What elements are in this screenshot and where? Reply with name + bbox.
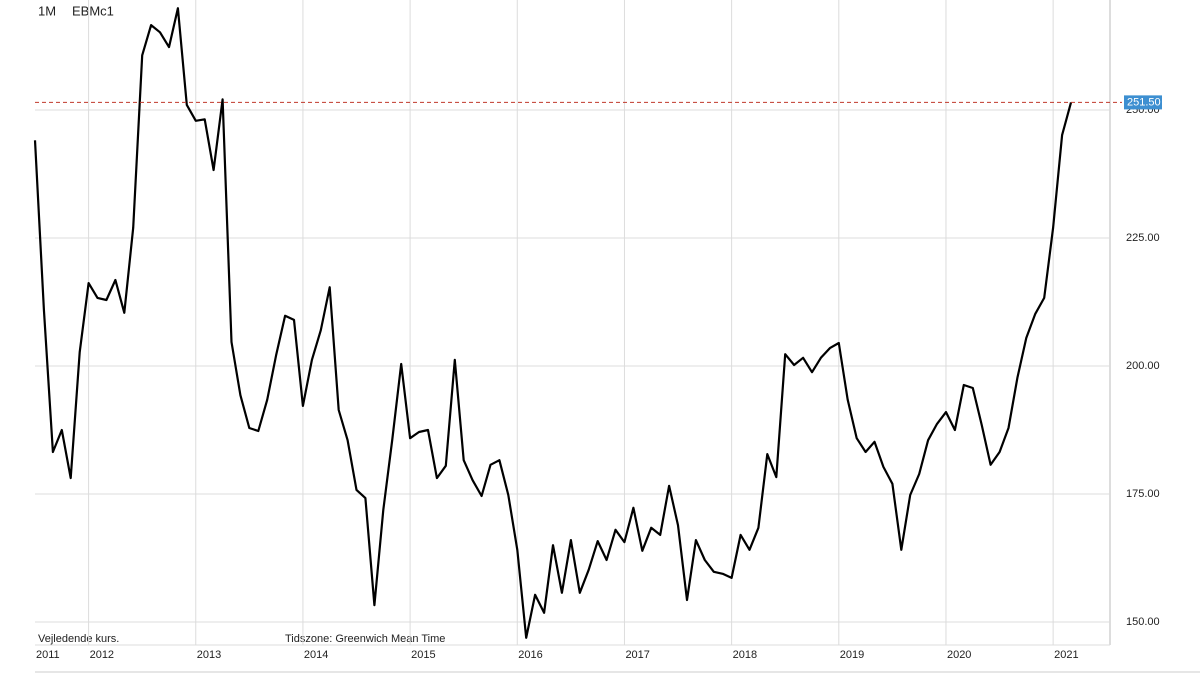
y-tick-label: 175.00 <box>1126 488 1160 500</box>
y-tick-label: 225.00 <box>1126 232 1160 244</box>
x-tick-label: 2012 <box>90 649 114 661</box>
symbol: EBMc1 <box>72 3 114 18</box>
interval: 1M <box>38 3 56 18</box>
x-tick-label: 2018 <box>733 649 757 661</box>
x-tick-label: 2017 <box>625 649 649 661</box>
x-tick-label: 2016 <box>518 649 542 661</box>
timezone-note: Tidszone: Greenwich Mean Time <box>285 633 445 645</box>
note: Vejledende kurs. <box>38 633 119 645</box>
x-tick-label: 2014 <box>304 649 328 661</box>
last-price-label: 251.50 <box>1127 96 1161 108</box>
last-price-box <box>1124 95 1162 110</box>
grid <box>35 0 1110 645</box>
y-tick-label: 150.00 <box>1126 616 1160 628</box>
x-tick-label: 2020 <box>947 649 971 661</box>
x-tick-label: 2019 <box>840 649 864 661</box>
x-tick-label: 2013 <box>197 649 221 661</box>
x-tick-label: 2011 <box>36 649 60 661</box>
x-tick-label: 2021 <box>1054 649 1078 661</box>
x-tick-label: 2015 <box>411 649 435 661</box>
y-tick-label: 200.00 <box>1126 360 1160 372</box>
price-line <box>33 7 1073 639</box>
